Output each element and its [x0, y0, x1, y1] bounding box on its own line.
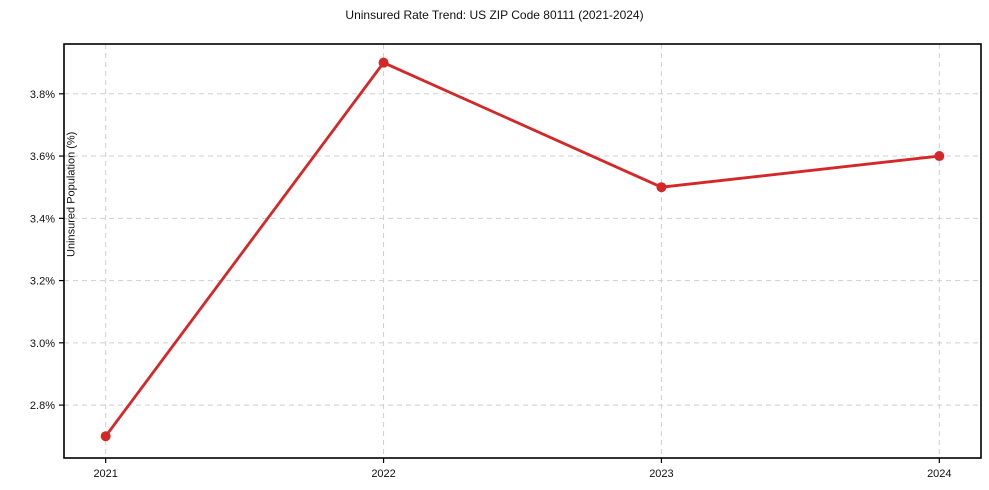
y-tick-label: 3.0%	[30, 338, 55, 350]
y-tick-label: 2.8%	[30, 400, 55, 412]
y-tick-label: 3.4%	[30, 213, 55, 225]
data-point	[100, 431, 111, 442]
y-tick-label: 3.8%	[30, 89, 55, 101]
trend-line	[104, 61, 941, 438]
plot-border	[63, 43, 982, 459]
chart-title: Uninsured Rate Trend: US ZIP Code 80111 …	[345, 8, 644, 22]
x-tick-label: 2021	[93, 468, 117, 480]
y-tick-label: 3.2%	[30, 276, 55, 288]
data-point	[934, 151, 945, 162]
y-tick-label: 3.6%	[30, 151, 55, 163]
data-point	[656, 182, 667, 193]
x-tick-label: 2022	[371, 468, 395, 480]
x-tick-label: 2024	[927, 468, 951, 480]
data-point	[378, 57, 389, 68]
x-tick-label: 2023	[649, 468, 673, 480]
